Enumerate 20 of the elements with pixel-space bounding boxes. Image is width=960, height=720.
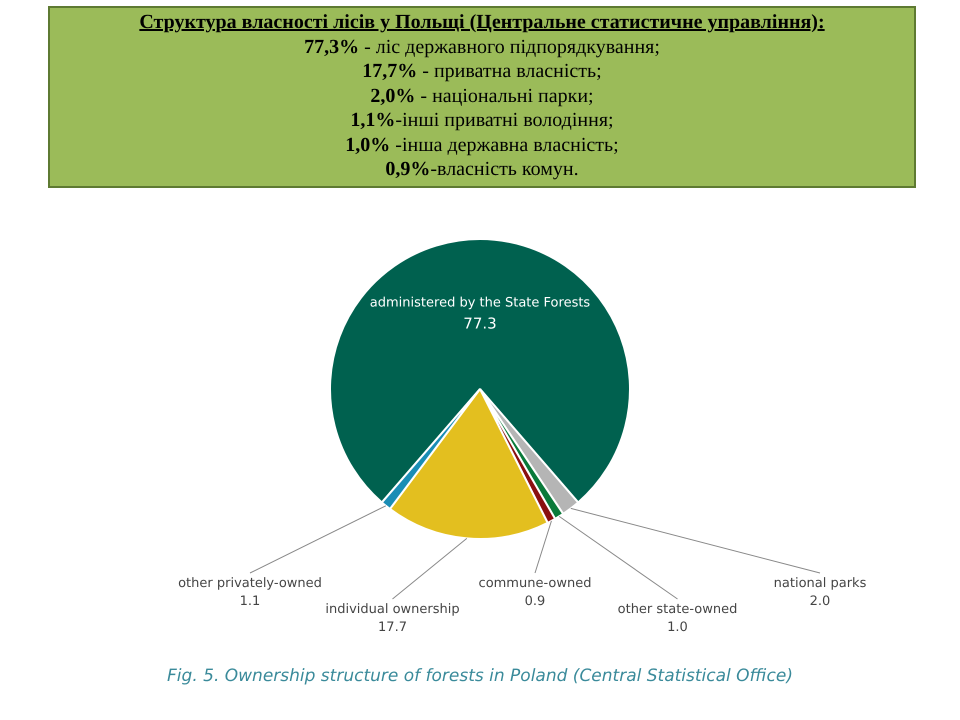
text: 77,3% - ліс державного підпорядкування; [303,34,661,59]
slice-label: other state-owned [618,602,738,617]
data-label: 1.0 [667,620,688,635]
text: Fig. 5. Ownership structure of forests in Poland (Central Statistical Office) [166,666,794,686]
data-label: 77.3 [463,314,497,332]
data-label: 1.1 [240,594,260,609]
data-label: 2.0 [810,594,830,609]
text: 1,1%-інші приватні володіння; [349,108,615,132]
text: 17,7% - приватна власність; [361,59,603,84]
slice-label: administered by the State Forests [370,296,590,310]
data-label: 17.7 [378,620,407,635]
slice-label: individual ownership [325,602,460,617]
slice-label: commune-owned [478,576,592,591]
data-label: 0.9 [524,594,546,609]
text: 1,0% -інша державна власність; [344,132,620,157]
chart-title: Структура власності лісів у Польщі (Центральне статистичне управління): [138,10,826,34]
slice-label: other privately-owned [178,576,322,591]
text: 2,0% - національні парки; [369,84,595,108]
text: 0,9%-власність комун. [384,157,580,182]
slice-label: national parks [774,576,867,591]
